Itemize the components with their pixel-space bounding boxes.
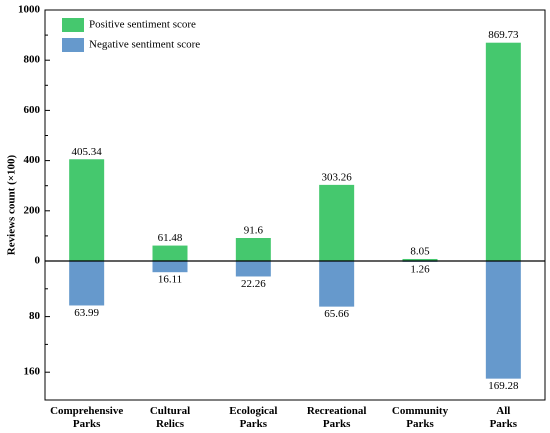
y-tick-label: 200: [24, 204, 41, 216]
bar: [152, 261, 188, 273]
legend-swatch: [62, 38, 84, 52]
y-tick-label: 400: [24, 154, 41, 166]
value-label: 22.26: [241, 278, 266, 290]
legend-label: Negative sentiment score: [89, 39, 200, 51]
y-axis-label: Reviews count (×100): [6, 154, 18, 255]
bar: [319, 184, 355, 261]
bar: [69, 159, 105, 261]
x-tick-label: Recreational Parks: [306, 405, 367, 430]
bar: [152, 245, 188, 261]
y-tick-label: 1000: [18, 4, 41, 16]
bar: [402, 258, 438, 261]
value-label: 303.26: [322, 171, 353, 183]
y-tick-label: 600: [24, 104, 41, 116]
legend-swatch: [62, 18, 84, 32]
value-label: 8.05: [410, 246, 430, 258]
value-label: 169.28: [488, 380, 519, 392]
value-label: 63.99: [74, 307, 99, 319]
y-tick-label: 800: [24, 54, 41, 66]
y2-tick-label: 160: [24, 366, 41, 378]
x-tick-label: Ecological Parks: [229, 405, 278, 430]
bar: [485, 42, 521, 261]
x-tick-label: Comprehensive Parks: [50, 405, 124, 430]
bar: [485, 261, 521, 379]
legend-label: Positive sentiment score: [89, 19, 196, 31]
value-label: 869.73: [488, 29, 519, 41]
value-label: 91.6: [244, 225, 264, 237]
value-label: 61.48: [158, 232, 183, 244]
plot-frame: [44, 9, 546, 401]
bar: [319, 261, 355, 307]
x-tick-label: Community Parks: [391, 405, 449, 430]
value-label: 405.34: [72, 146, 103, 158]
bar: [69, 261, 105, 306]
x-tick-label: Cultural Relics: [149, 405, 191, 430]
value-label: 1.26: [410, 263, 430, 275]
y-tick-label: 0: [35, 255, 41, 267]
value-label: 65.66: [324, 308, 349, 320]
bar: [235, 261, 271, 277]
value-label: 16.11: [158, 274, 182, 286]
y2-tick-label: 80: [29, 310, 41, 322]
bar: [235, 238, 271, 261]
x-tick-label: All Parks: [489, 405, 518, 430]
